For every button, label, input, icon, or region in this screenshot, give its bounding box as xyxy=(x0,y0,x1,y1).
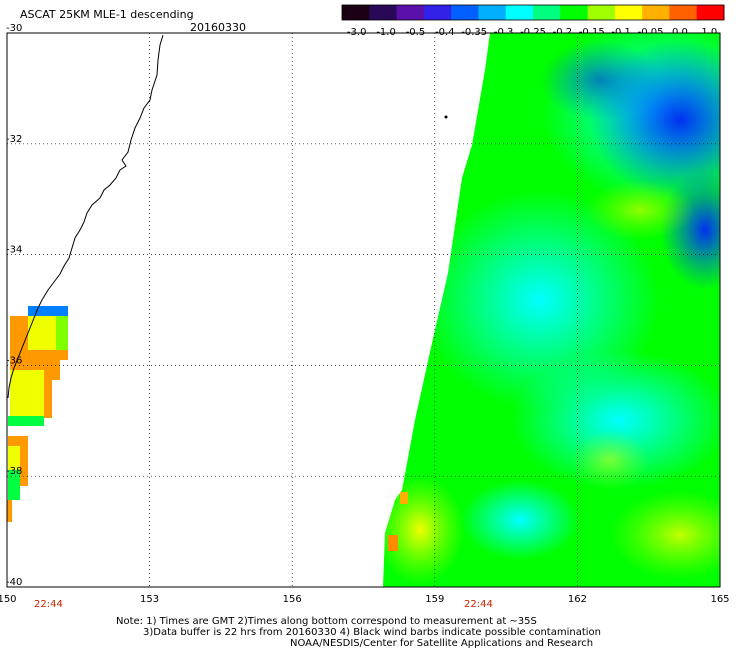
colorbar-swatch xyxy=(533,5,561,20)
swath-edge-cell xyxy=(388,535,398,551)
lat-tick-label: -40 xyxy=(6,577,22,588)
island-dot xyxy=(444,115,448,119)
time-label-1: 22:44 xyxy=(34,599,63,610)
colorbar-swatch xyxy=(505,5,534,20)
plot-frame xyxy=(6,32,721,588)
axis-ticks: 150 153 156 159 162 165 -30 -32 -34 -36 -38 -40 xyxy=(0,23,730,605)
colorbar-swatch xyxy=(614,5,643,20)
colorbar-frame xyxy=(341,4,725,21)
colorbar-swatch xyxy=(587,5,616,20)
time-label-2: 22:44 xyxy=(464,599,493,610)
lon-tick-label: 156 xyxy=(283,594,302,605)
colorbar-swatch xyxy=(451,5,479,20)
colorbar-swatch xyxy=(396,5,425,20)
chart-title: ASCAT 25KM MLE-1 descending xyxy=(20,8,194,21)
colorbar-swatch xyxy=(696,5,725,20)
coastline xyxy=(7,34,164,399)
lat-tick-label: -38 xyxy=(6,466,22,477)
lon-tick-label: 165 xyxy=(710,594,729,605)
coastal-swath-field xyxy=(7,306,68,522)
lon-tick-label: 159 xyxy=(425,594,444,605)
lon-tick-label: 150 xyxy=(0,594,17,605)
colorbar-swatch xyxy=(423,5,452,20)
swath-edge-cell xyxy=(400,492,408,504)
note-line-1: Note: 1) Times are GMT 2)Times along bot… xyxy=(116,616,537,627)
lon-tick-label: 153 xyxy=(140,594,159,605)
swath-field xyxy=(383,33,720,587)
colorbar-swatch xyxy=(478,5,507,20)
lat-tick-label: -32 xyxy=(6,134,22,145)
note-line-3: NOAA/NESDIS/Center for Satellite Applica… xyxy=(290,638,594,649)
note-line-2: 3)Data buffer is 22 hrs from 20160330 4)… xyxy=(143,627,601,638)
lon-tick-label: 162 xyxy=(568,594,587,605)
colorbar-swatch xyxy=(669,5,698,20)
lat-tick-label: -34 xyxy=(6,245,22,256)
colorbar-swatch xyxy=(369,5,398,20)
colorbar-swatch xyxy=(560,5,589,20)
lat-tick-label: -30 xyxy=(6,23,22,34)
colorbar-swatch xyxy=(642,5,670,20)
colorbar-swatch xyxy=(342,5,370,20)
lat-tick-label: -36 xyxy=(6,355,22,366)
lat-lon-grid xyxy=(7,33,720,587)
chart-date: 20160330 xyxy=(190,21,246,34)
